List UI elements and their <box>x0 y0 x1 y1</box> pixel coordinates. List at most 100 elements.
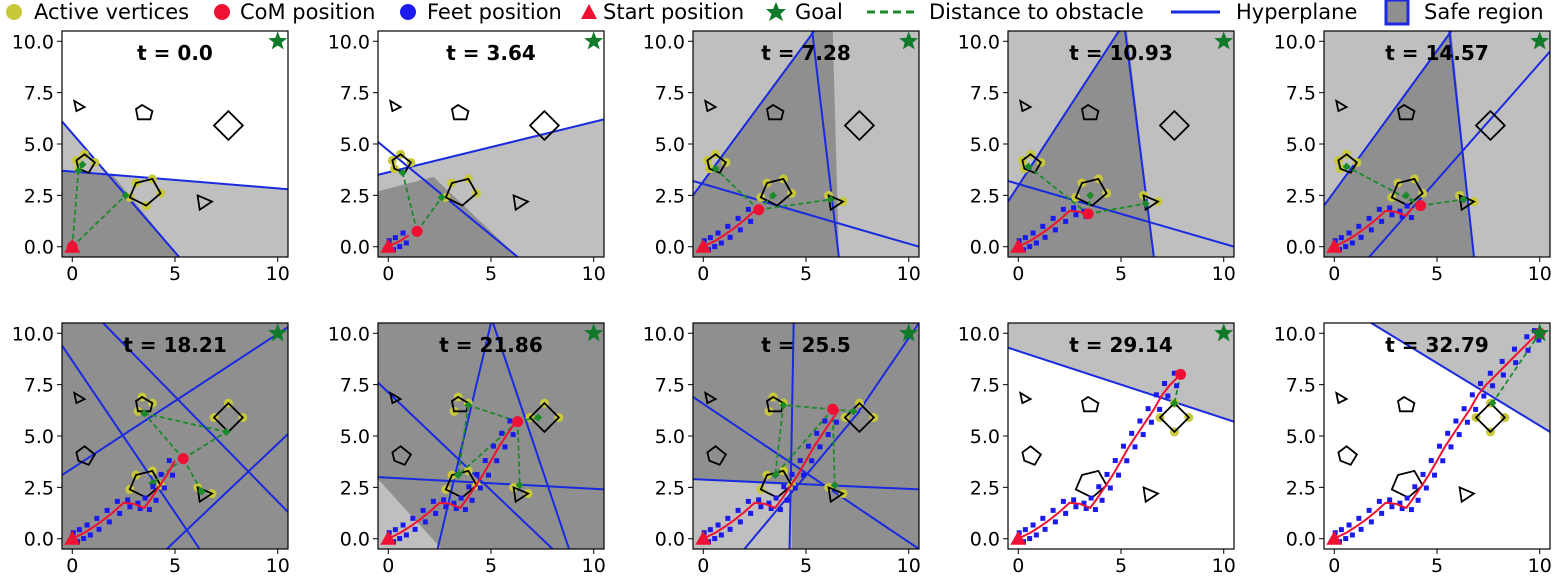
obstacle-polygon <box>1019 99 1033 113</box>
distance-endpoint <box>398 168 407 177</box>
com-trajectory <box>1333 207 1414 248</box>
foot-marker <box>96 526 102 532</box>
foot-marker <box>474 471 480 477</box>
foot-marker <box>1397 208 1403 214</box>
goal-marker <box>1214 323 1234 342</box>
y-tick-label: 7.5 <box>24 375 54 397</box>
legend-active-vertices-marker <box>6 4 22 20</box>
distance-line <box>1346 165 1421 207</box>
obstacle-polygon <box>451 103 470 121</box>
distance-line <box>758 198 831 211</box>
foot-marker <box>433 510 439 516</box>
obstacle-polygon <box>1335 99 1349 113</box>
foot-marker <box>1346 230 1352 236</box>
foot-marker <box>1145 406 1151 412</box>
y-tick-label: 5.0 <box>1286 426 1316 448</box>
x-tick-label: 5 <box>169 555 181 577</box>
start-marker <box>1326 530 1343 545</box>
y-tick-label: 7.5 <box>970 83 1000 105</box>
distance-endpoint <box>1459 195 1468 204</box>
y-tick-label: 7.5 <box>24 83 54 105</box>
y-tick-label: 0.0 <box>340 237 370 259</box>
foot-marker <box>1412 484 1418 490</box>
y-tick-label: 10.0 <box>12 323 54 345</box>
foot-marker <box>1343 244 1349 250</box>
panel-7: t = 21.86 0 5 10 0.0 2.5 5.0 7.5 10.0 <box>328 322 606 577</box>
foot-marker <box>443 504 449 510</box>
foot-marker <box>494 458 500 464</box>
distance-endpoint <box>1024 162 1033 171</box>
foot-marker <box>1366 507 1372 513</box>
hyperplane-line <box>102 323 288 513</box>
goal-marker <box>1530 323 1550 342</box>
com-trajectory <box>387 421 517 540</box>
foot-marker <box>1358 234 1364 240</box>
foot-marker <box>403 240 409 246</box>
panel-4: t = 10.93 0 5 10 0.0 2.5 5.0 7.5 10.0 <box>958 30 1236 285</box>
foot-marker <box>502 444 508 450</box>
obstacle-polygon <box>759 177 793 207</box>
obstacle-polygon <box>1337 445 1359 466</box>
foot-marker <box>1453 418 1459 424</box>
y-tick-label: 5.0 <box>970 426 1000 448</box>
obstacle-polygon <box>528 109 561 142</box>
foot-marker <box>727 234 733 240</box>
legend-distance-label: Distance to obstacle <box>929 0 1144 24</box>
panel-plot-area <box>1008 323 1234 545</box>
x-tick-label: 10 <box>897 555 921 577</box>
y-tick-label: 2.5 <box>24 185 54 207</box>
obstacle-polygon <box>391 153 413 174</box>
panel-3: t = 7.28 0 5 10 0.0 2.5 5.0 7.5 10.0 <box>643 30 921 285</box>
y-tick-label: 2.5 <box>340 185 370 207</box>
y-tick-label: 5.0 <box>655 134 685 156</box>
distance-line <box>182 458 203 492</box>
obstacle-polygon <box>389 391 403 405</box>
foot-marker <box>161 485 167 491</box>
foot-marker <box>1366 215 1372 221</box>
foot-marker <box>1116 472 1122 478</box>
foot-marker <box>94 515 100 521</box>
panel-plot-area <box>1324 31 1550 257</box>
foot-marker <box>137 506 143 512</box>
x-tick-label: 0 <box>1012 555 1024 577</box>
foot-marker <box>1473 406 1479 412</box>
start-marker <box>380 238 397 253</box>
legend-feet-label: Feet position <box>427 0 562 24</box>
foot-marker <box>1389 212 1395 218</box>
foot-marker <box>725 515 731 521</box>
com-marker <box>66 241 78 253</box>
goal-marker <box>268 31 288 50</box>
foot-marker <box>104 507 110 513</box>
hyperplane-line <box>62 120 180 257</box>
foot-marker <box>87 532 93 538</box>
distance-line <box>714 168 760 211</box>
obstacle-polygon <box>1458 193 1476 212</box>
foot-marker <box>127 504 133 510</box>
hyperplane-line <box>743 410 861 549</box>
foot-marker <box>809 458 815 464</box>
hyperplane-line <box>378 118 604 176</box>
hyperplane-line <box>1324 31 1453 207</box>
foot-marker <box>712 536 718 542</box>
x-tick-label: 10 <box>1528 555 1552 577</box>
foot-marker <box>1376 206 1382 212</box>
foot-marker <box>715 522 721 528</box>
y-tick-label: 2.5 <box>24 477 54 499</box>
y-tick-label: 2.5 <box>655 477 685 499</box>
foot-marker <box>158 471 164 477</box>
foot-marker <box>725 223 731 229</box>
foot-marker <box>781 484 787 490</box>
y-tick-label: 0.0 <box>24 237 54 259</box>
panel-plot-area <box>62 323 288 549</box>
com-marker <box>177 453 189 465</box>
x-tick-label: 0 <box>1012 263 1024 285</box>
legend-start-marker <box>581 4 597 19</box>
foot-marker <box>153 497 159 503</box>
foot-marker <box>1469 392 1475 398</box>
obstacle-polygon <box>1142 485 1160 504</box>
y-tick-label: 7.5 <box>1286 375 1316 397</box>
foot-marker <box>1408 215 1414 221</box>
y-tick-label: 10.0 <box>643 31 685 53</box>
foot-marker <box>1107 485 1113 491</box>
y-tick-label: 2.5 <box>340 477 370 499</box>
